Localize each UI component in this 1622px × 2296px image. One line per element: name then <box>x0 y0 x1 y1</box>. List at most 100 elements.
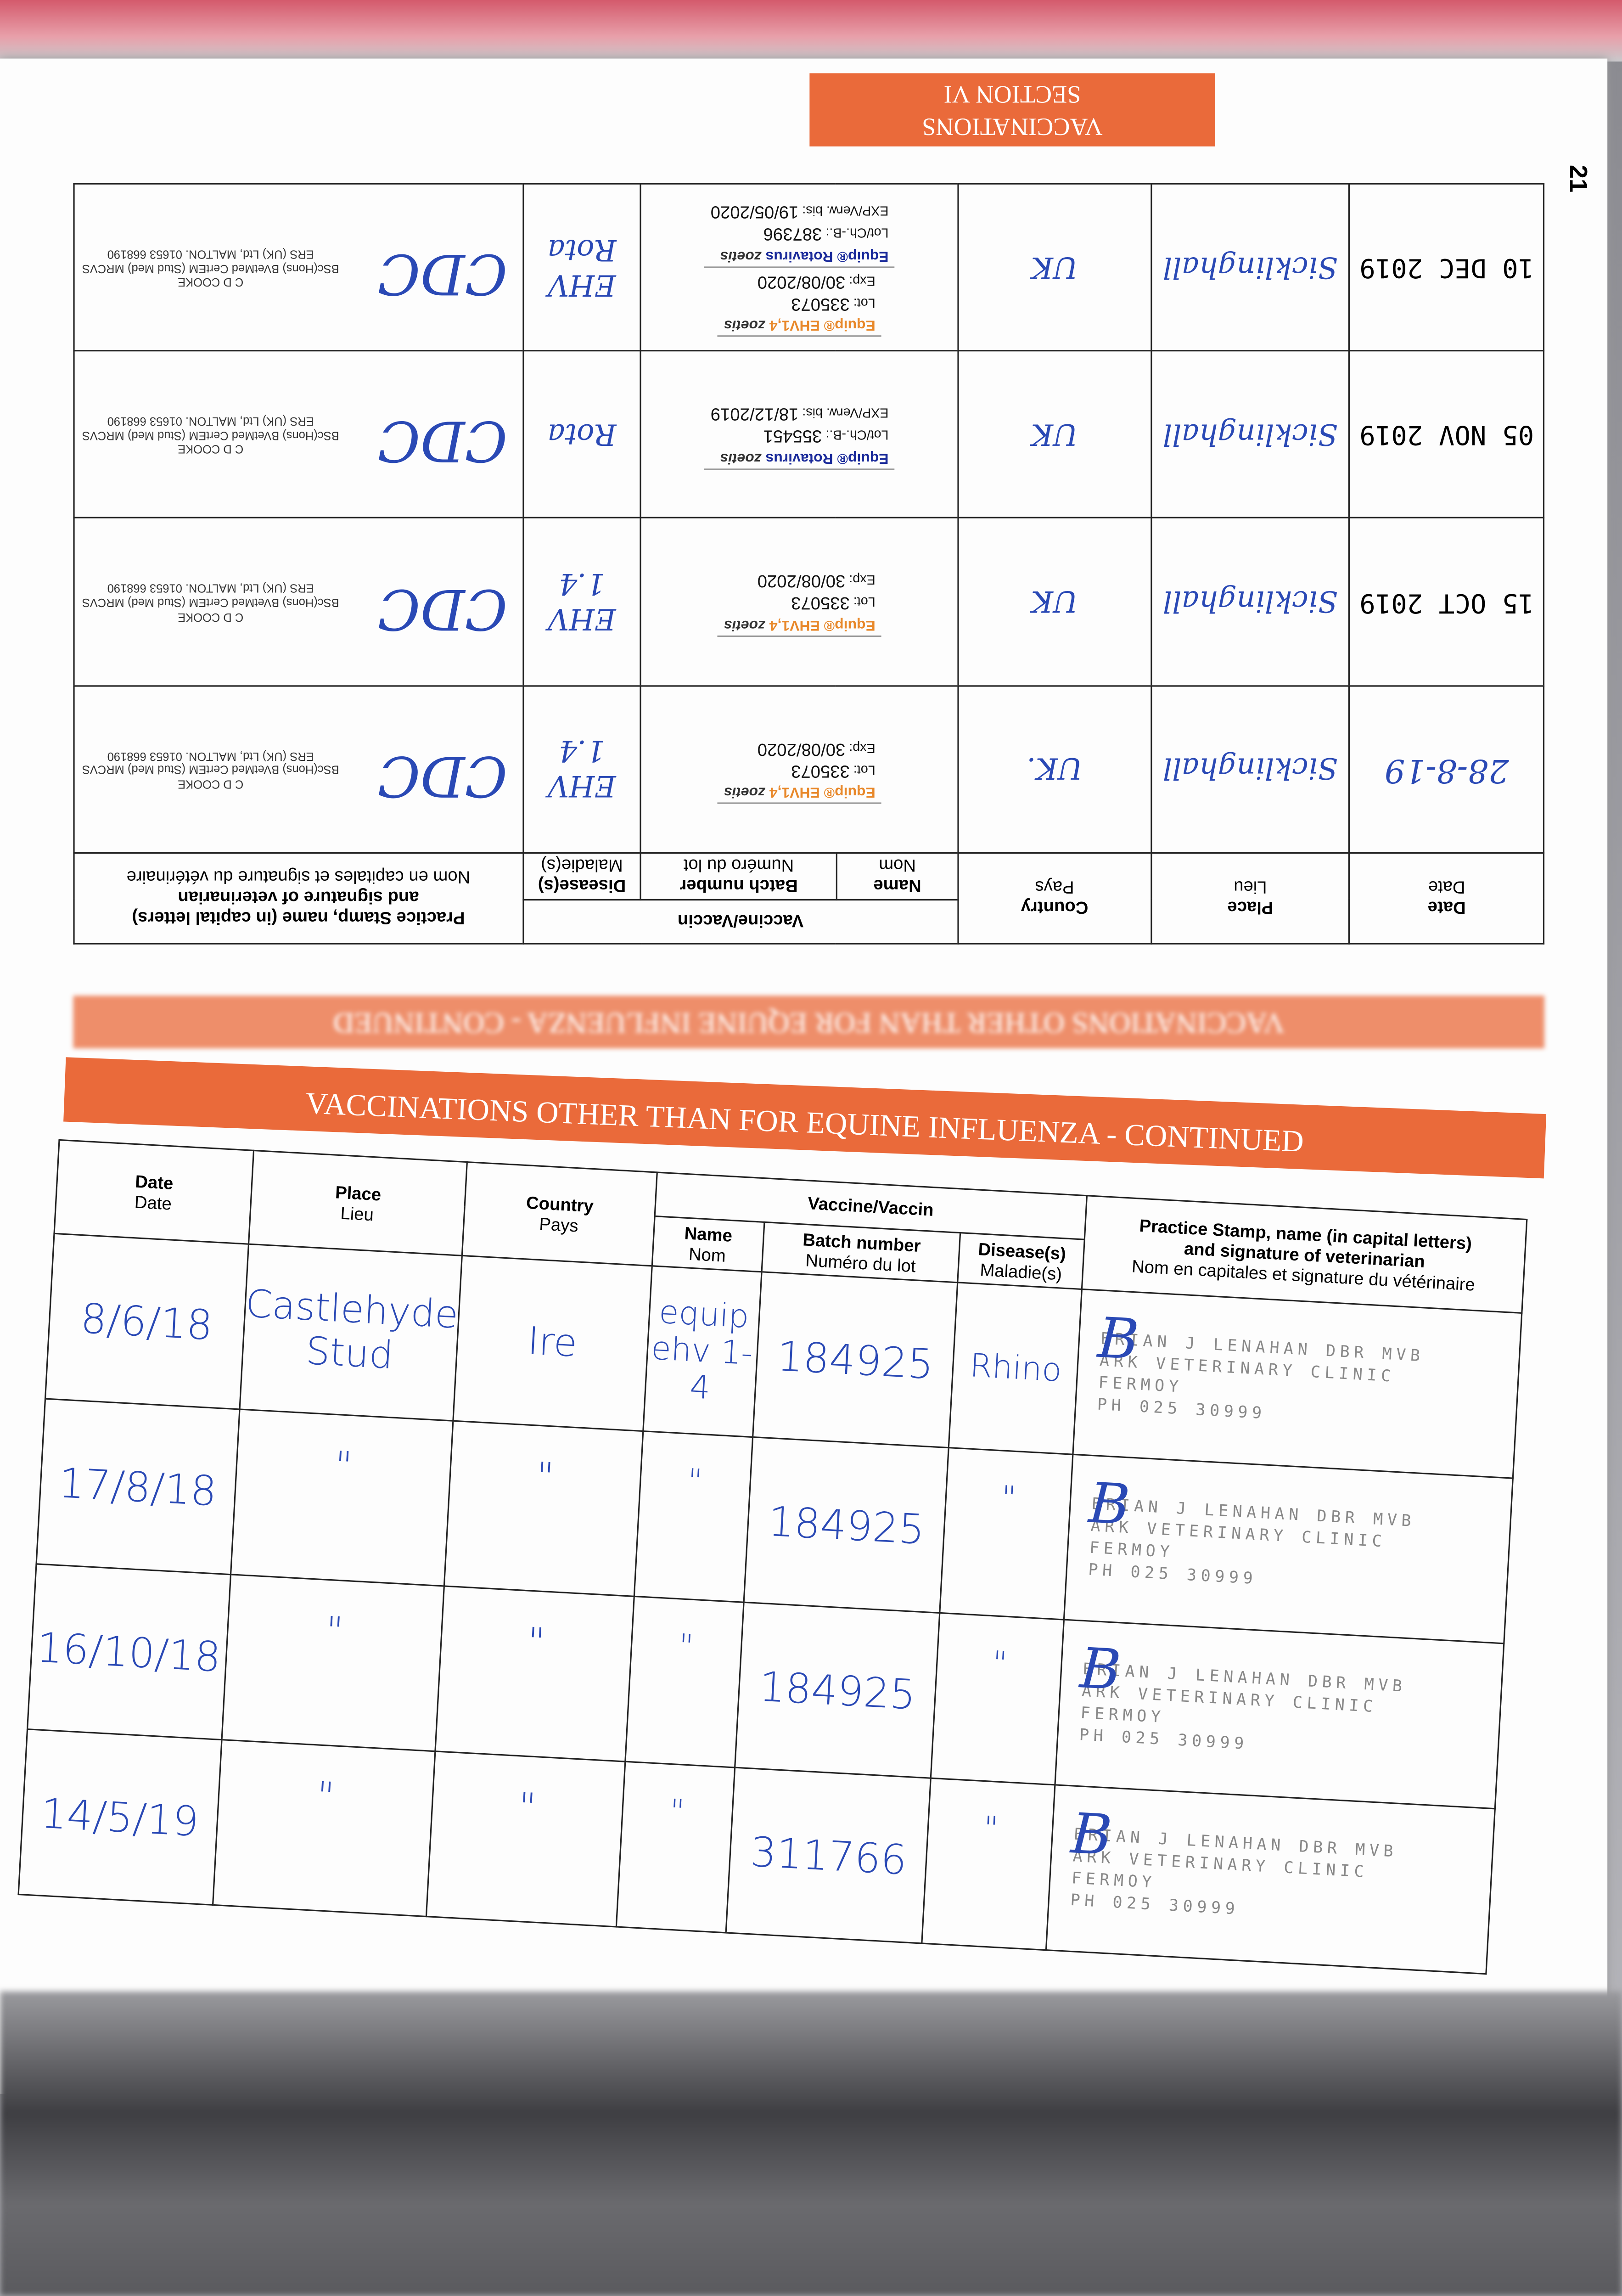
disease-value: " <box>1000 1480 1017 1518</box>
place-value: " <box>333 1444 354 1490</box>
place-cell: " <box>221 1574 444 1751</box>
disease-value: " <box>991 1646 1008 1683</box>
stamp-address: ERS (UK) Ltd, MALTON. 01653 668190 <box>107 247 314 261</box>
sticker-lot: Lot: 335073 <box>724 759 876 782</box>
brand-name: zoetis <box>724 616 765 632</box>
vet-stamp: C D COOKE BSc(Hons) BVetMed CertEM (Stud … <box>82 247 339 289</box>
exp-label: Exp: <box>849 573 876 588</box>
sticker-product: Equip® EHV1,4 zoetis <box>724 781 876 799</box>
name-cell: equip ehv 1-4 <box>642 1266 762 1437</box>
vaccine-sticker: Equip® EHV1,4 zoetis Lot: 335073 Exp: 30/0… <box>718 267 881 337</box>
name-cell: " <box>634 1431 753 1603</box>
bottom-vaccination-table: Date Date Place Lieu Country Pays Vaccine/V… <box>17 1139 1527 1975</box>
lot-number: 355451 <box>763 426 822 447</box>
scanner-edge-top <box>0 0 1622 62</box>
product-name: Equip® EHV1,4 <box>769 616 876 632</box>
brand-name: zoetis <box>720 247 762 263</box>
sticker-exp: Exp: 30/08/2020 <box>724 570 876 592</box>
bottom-vaccination-table-wrap: Date Date Place Lieu Country Pays Vaccine/V… <box>17 1139 1528 1975</box>
country-cell: UK <box>958 351 1151 518</box>
name-cell: " <box>624 1596 744 1768</box>
header-batch: Batch number Numéro du lot <box>641 853 836 900</box>
place-cell: " <box>212 1739 436 1917</box>
scanner-edge-bottom <box>0 1991 1622 2296</box>
country-cell: UK <box>958 184 1151 351</box>
vet-stamp: BRIAN J LENAHAN DBR MVB ARK VETERINARY CL… <box>1058 1659 1501 1770</box>
batch-value: 311766 <box>749 1827 908 1884</box>
date-value: 16/10/18 <box>35 1622 222 1681</box>
lot-label: Lot/Ch.-B.: <box>825 428 889 443</box>
banner-line1: VACCINATIONS <box>922 113 1103 141</box>
sticker-product: Equip® EHV1,4 zoetis <box>724 314 876 332</box>
batch-cell: 184925 <box>735 1602 941 1778</box>
product-name: Equip® EHV1,4 <box>769 783 876 800</box>
vet-stamp: BRIAN J LENAHAN DBR MVB ARK VETERINARY CL… <box>1050 1824 1493 1935</box>
date-value: 28-8-19 <box>1384 751 1509 788</box>
batch-cell: 184925 <box>752 1272 959 1448</box>
stamp-quals: BSc(Hons) BVetMed CertEM (Stud Med) MRCV… <box>82 261 339 275</box>
name-value: " <box>668 1794 685 1832</box>
product-name: Equip® EHV1,4 <box>769 316 876 333</box>
sticker-exp: EXP/Verw. bis: 18/12/2019 <box>711 403 889 425</box>
sticker-product: Equip® Rotavirus zoetis <box>711 447 889 465</box>
exp-label: Exp: <box>849 273 876 288</box>
lot-number: 335073 <box>791 593 850 614</box>
sticker-product: Equip® Rotavirus zoetis <box>711 245 889 263</box>
stamp-name: C D COOKE <box>178 777 244 791</box>
disease-cell: " <box>940 1447 1073 1620</box>
product-name: Equip® Rotavirus <box>765 247 889 263</box>
lot-label: Lot/Ch.-B.: <box>825 225 889 241</box>
place-cell: Sicklinghall <box>1151 518 1350 686</box>
vaccine-label-cell: Equip® EHV1,4 zoetis Lot: 335073 Exp: 30/0… <box>641 518 959 686</box>
country-value: UK <box>1031 250 1078 285</box>
batch-cell: 311766 <box>725 1767 932 1944</box>
stamp-name: C D COOKE <box>178 276 244 289</box>
product-name: Equip® Rotavirus <box>765 449 889 465</box>
sticker-lot: Lot: 335073 <box>724 592 876 614</box>
exp-label: Exp: <box>849 740 876 755</box>
stamp-name: C D COOKE <box>178 443 244 456</box>
country-cell: Ire <box>453 1255 651 1431</box>
country-value: " <box>517 1786 537 1831</box>
date-cell: 17/8/18 <box>36 1399 239 1575</box>
disease-cell: EHV 1.4 <box>522 518 641 686</box>
date-cell: 8/6/18 <box>45 1233 248 1409</box>
stamp-quals: BSc(Hons) BVetMed CertEM (Stud Med) MRCV… <box>82 428 339 442</box>
sticker-lot: Lot/Ch.-B.: 387396 <box>711 223 889 245</box>
disease-cell: EHV 1.4 <box>522 685 641 853</box>
stamp-quals: BSc(Hons) BVetMed CertEM (Stud Med) MRCV… <box>82 763 339 777</box>
disease-value: Rota <box>547 417 617 452</box>
country-value: UK. <box>1027 751 1083 787</box>
exp-date: 19/05/2020 <box>710 202 799 223</box>
practice-cell: B BRIAN J LENAHAN DBR MVB ARK VETERINARY C… <box>1064 1454 1513 1643</box>
stamp-address: ERS (UK) Ltd, MALTON. 01653 668190 <box>107 415 314 428</box>
vet-stamp: C D COOKE BSc(Hons) BVetMed CertEM (Stud … <box>82 581 339 623</box>
disease-cell: Rota <box>522 351 641 518</box>
country-cell: " <box>435 1586 634 1762</box>
vet-stamp: C D COOKE BSc(Hons) BVetMed CertEM (Stud … <box>82 414 339 456</box>
practice-cell: CDC C D COOKE BSc(Hons) BVetMed CertEM (St… <box>74 351 523 518</box>
sticker-lot: Lot/Ch.-B.: 355451 <box>711 425 889 447</box>
date-cell: 16/10/18 <box>27 1564 230 1740</box>
header-date: Date Date <box>54 1140 253 1244</box>
name-value: " <box>677 1629 695 1666</box>
vaccine-sticker: Equip® EHV1,4 zoetis Lot: 335073 Exp: 30/0… <box>718 734 881 804</box>
header-place: Place Lieu <box>248 1150 467 1256</box>
date-cell: 15 OCT 2019 <box>1349 518 1544 686</box>
top-vaccination-table: Date Date Place Lieu Country Pays Vaccine/V… <box>73 183 1544 945</box>
brand-name: zoetis <box>724 316 765 333</box>
disease-cell: EHV Rota <box>522 184 641 351</box>
name-value: equip ehv 1-4 <box>650 1294 754 1407</box>
place-cell: Sicklinghall <box>1151 351 1350 518</box>
date-cell: 10 DEC 2019 <box>1349 184 1544 351</box>
place-value: " <box>324 1609 345 1655</box>
exp-label: EXP/Verw. bis: <box>802 405 889 421</box>
exp-date: 30/08/2020 <box>757 571 846 592</box>
header-disease: Disease(s) Maladie(s) <box>522 853 641 900</box>
vet-signature: CDC <box>377 242 508 307</box>
sticker-lot: Lot: 335073 <box>724 293 876 315</box>
lot-number: 335073 <box>791 293 850 315</box>
brand-name: zoetis <box>724 783 765 800</box>
vet-stamp: C D COOKE BSc(Hons) BVetMed CertEM (Stud … <box>82 748 339 791</box>
